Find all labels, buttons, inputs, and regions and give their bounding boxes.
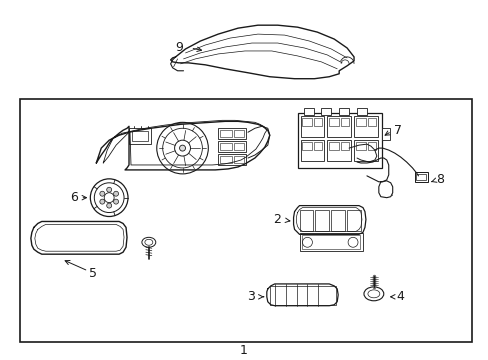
Bar [218, 154, 245, 165]
Text: 8: 8 [435, 173, 444, 186]
Bar [315, 210, 328, 231]
Bar [341, 118, 348, 126]
Ellipse shape [179, 145, 185, 151]
Bar [314, 142, 322, 150]
Text: 4: 4 [396, 290, 404, 303]
Ellipse shape [106, 203, 111, 208]
Bar [326, 116, 350, 137]
Bar [220, 130, 232, 137]
Bar [314, 118, 322, 126]
Bar [269, 286, 336, 305]
Bar [129, 128, 150, 144]
Ellipse shape [106, 187, 111, 192]
Bar [328, 118, 339, 126]
Ellipse shape [363, 287, 383, 301]
Bar [297, 113, 381, 168]
Bar [234, 130, 244, 137]
Bar [353, 140, 377, 161]
Ellipse shape [113, 191, 118, 196]
Bar [355, 118, 365, 126]
Bar [220, 143, 232, 150]
Bar [326, 140, 350, 161]
Polygon shape [96, 121, 269, 170]
Polygon shape [31, 221, 127, 254]
Bar [346, 210, 360, 231]
Bar [367, 118, 375, 126]
Bar [20, 99, 471, 342]
Polygon shape [266, 284, 338, 306]
Bar [416, 174, 426, 180]
Bar [218, 128, 245, 139]
Bar [341, 142, 348, 150]
Bar [355, 142, 365, 150]
Ellipse shape [100, 199, 104, 204]
Bar [300, 140, 324, 161]
Text: 9: 9 [175, 41, 183, 54]
Text: 3: 3 [246, 290, 254, 303]
Polygon shape [378, 181, 392, 198]
Bar [321, 108, 330, 116]
Bar [302, 118, 312, 126]
Bar [367, 142, 375, 150]
Text: 5: 5 [89, 266, 97, 279]
Text: 2: 2 [272, 213, 280, 226]
Bar [339, 108, 348, 116]
Ellipse shape [104, 193, 114, 203]
Bar [328, 142, 339, 150]
Bar [299, 210, 313, 231]
Bar [302, 142, 312, 150]
Text: 1: 1 [240, 344, 247, 357]
Ellipse shape [142, 237, 156, 247]
Bar [299, 233, 362, 251]
Bar [353, 116, 377, 137]
Bar [414, 172, 427, 182]
Text: 6: 6 [70, 191, 78, 204]
Bar [234, 143, 244, 150]
Polygon shape [170, 25, 353, 79]
Bar [304, 108, 314, 116]
Bar [356, 108, 366, 116]
Bar [220, 156, 232, 163]
Bar [302, 235, 359, 249]
Bar [234, 156, 244, 163]
Ellipse shape [90, 179, 128, 216]
Ellipse shape [113, 199, 118, 204]
Ellipse shape [157, 122, 208, 174]
Text: 7: 7 [393, 124, 401, 137]
Bar [381, 128, 389, 140]
Bar [218, 141, 245, 152]
Bar [330, 210, 345, 231]
Ellipse shape [100, 191, 104, 196]
Bar [300, 116, 324, 137]
Polygon shape [293, 206, 365, 234]
Bar [381, 185, 391, 195]
Bar [132, 131, 147, 141]
